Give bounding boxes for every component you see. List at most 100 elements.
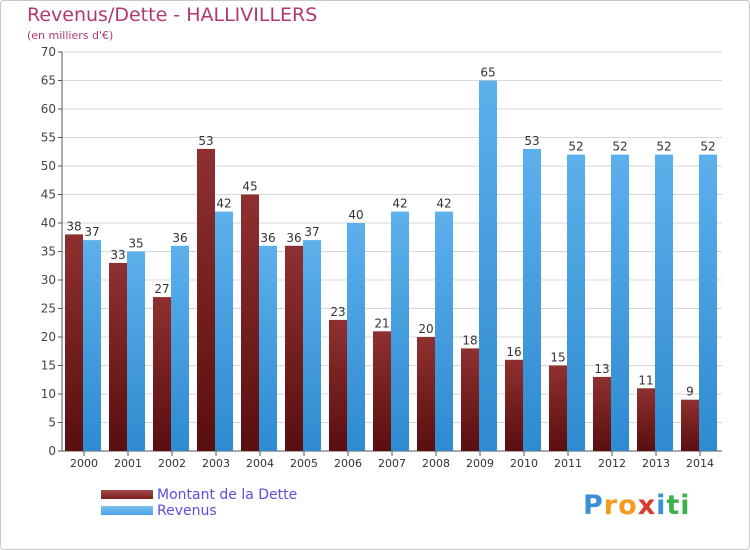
bar-dette xyxy=(329,319,347,451)
x-tick-label: 2005 xyxy=(290,457,318,470)
y-tick-label: 50 xyxy=(41,159,56,173)
x-tick-label: 2000 xyxy=(70,457,98,470)
data-label-revenus: 37 xyxy=(304,225,319,239)
data-label-revenus: 37 xyxy=(84,225,99,239)
data-label-revenus: 42 xyxy=(436,197,451,211)
bar-dette xyxy=(461,348,479,451)
bar-dette xyxy=(109,262,127,451)
data-label-revenus: 36 xyxy=(172,231,187,245)
x-tick-label: 2008 xyxy=(422,457,450,470)
data-label-revenus: 52 xyxy=(700,140,715,154)
y-tick-label: 10 xyxy=(41,387,56,401)
y-tick-label: 40 xyxy=(41,216,56,230)
x-tick-label: 2013 xyxy=(642,457,670,470)
data-label-dette: 36 xyxy=(286,231,301,245)
bar-revenus xyxy=(215,211,233,451)
x-tick-label: 2006 xyxy=(334,457,362,470)
brand-letter: r xyxy=(603,490,619,521)
y-tick-label: 55 xyxy=(41,131,56,145)
data-label-dette: 18 xyxy=(462,333,477,347)
data-label-revenus: 35 xyxy=(128,237,143,251)
data-label-dette: 53 xyxy=(198,134,213,148)
y-tick-label: 15 xyxy=(41,359,56,373)
y-tick-label: 45 xyxy=(41,188,56,202)
y-tick-label: 5 xyxy=(48,416,56,430)
data-label-dette: 11 xyxy=(638,373,653,387)
data-label-dette: 21 xyxy=(374,316,389,330)
bar-revenus xyxy=(171,245,189,451)
chart-subtitle: (en milliers d'€) xyxy=(27,29,114,42)
bar-dette xyxy=(373,331,391,451)
data-label-revenus: 42 xyxy=(392,197,407,211)
bar-revenus xyxy=(83,240,101,451)
data-label-dette: 45 xyxy=(242,180,257,194)
data-label-revenus: 53 xyxy=(524,134,539,148)
bar-revenus xyxy=(699,154,717,451)
data-label-revenus: 65 xyxy=(480,66,495,80)
bar-revenus xyxy=(611,154,629,451)
brand-logo: Proxiti xyxy=(583,490,691,521)
data-label-revenus: 52 xyxy=(612,140,627,154)
data-label-dette: 16 xyxy=(506,345,521,359)
y-tick-label: 60 xyxy=(41,102,56,116)
brand-letter: i xyxy=(680,490,691,521)
legend-label-revenus: Revenus xyxy=(157,503,217,519)
x-tick-label: 2001 xyxy=(114,457,142,470)
brand-letter: i xyxy=(656,490,667,521)
bar-revenus xyxy=(259,245,277,451)
data-label-dette: 27 xyxy=(154,282,169,296)
y-tick-label: 20 xyxy=(41,330,56,344)
y-tick-label: 30 xyxy=(41,273,56,287)
data-label-dette: 15 xyxy=(550,351,565,365)
bar-revenus xyxy=(655,154,673,451)
bar-dette xyxy=(241,194,259,451)
data-label-revenus: 40 xyxy=(348,208,363,222)
bar-dette xyxy=(505,359,523,451)
bar-dette xyxy=(681,399,699,451)
x-tick-label: 2010 xyxy=(510,457,538,470)
bar-revenus xyxy=(347,223,365,451)
x-tick-label: 2009 xyxy=(466,457,494,470)
x-tick-label: 2012 xyxy=(598,457,626,470)
data-label-dette: 23 xyxy=(330,305,345,319)
y-tick-label: 0 xyxy=(48,444,56,458)
bar-dette xyxy=(153,297,171,451)
data-label-revenus: 52 xyxy=(656,140,671,154)
brand-letter: o xyxy=(618,490,638,521)
x-tick-label: 2002 xyxy=(158,457,186,470)
x-tick-label: 2007 xyxy=(378,457,406,470)
bar-revenus xyxy=(303,240,321,451)
data-label-dette: 33 xyxy=(110,248,125,262)
data-label-dette: 38 xyxy=(66,219,81,233)
legend-swatch-dette xyxy=(101,490,153,499)
data-label-revenus: 36 xyxy=(260,231,275,245)
data-label-dette: 9 xyxy=(686,385,694,399)
y-tick-label: 70 xyxy=(41,45,56,59)
data-label-dette: 20 xyxy=(418,322,433,336)
bar-revenus xyxy=(391,211,409,451)
chart-title: Revenus/Dette - HALLIVILLERS xyxy=(27,4,318,26)
data-label-dette: 13 xyxy=(594,362,609,376)
brand-letter: t xyxy=(666,490,681,521)
y-tick-label: 65 xyxy=(41,74,56,88)
y-tick-label: 35 xyxy=(41,245,56,259)
x-tick-label: 2011 xyxy=(554,457,582,470)
bar-dette xyxy=(65,234,83,451)
data-label-revenus: 42 xyxy=(216,197,231,211)
x-tick-label: 2014 xyxy=(686,457,714,470)
bar-revenus xyxy=(479,80,497,451)
bar-revenus xyxy=(523,148,541,451)
brand-letter: x xyxy=(637,490,657,521)
y-tick-label: 25 xyxy=(41,302,56,316)
x-tick-label: 2003 xyxy=(202,457,230,470)
bar-dette xyxy=(197,148,215,451)
brand-letter: P xyxy=(583,490,604,521)
bar-dette xyxy=(549,365,567,451)
bar-revenus xyxy=(127,251,145,451)
bar-dette xyxy=(285,245,303,451)
legend-swatch-revenus xyxy=(101,506,153,515)
data-label-revenus: 52 xyxy=(568,140,583,154)
bar-dette xyxy=(417,337,435,451)
